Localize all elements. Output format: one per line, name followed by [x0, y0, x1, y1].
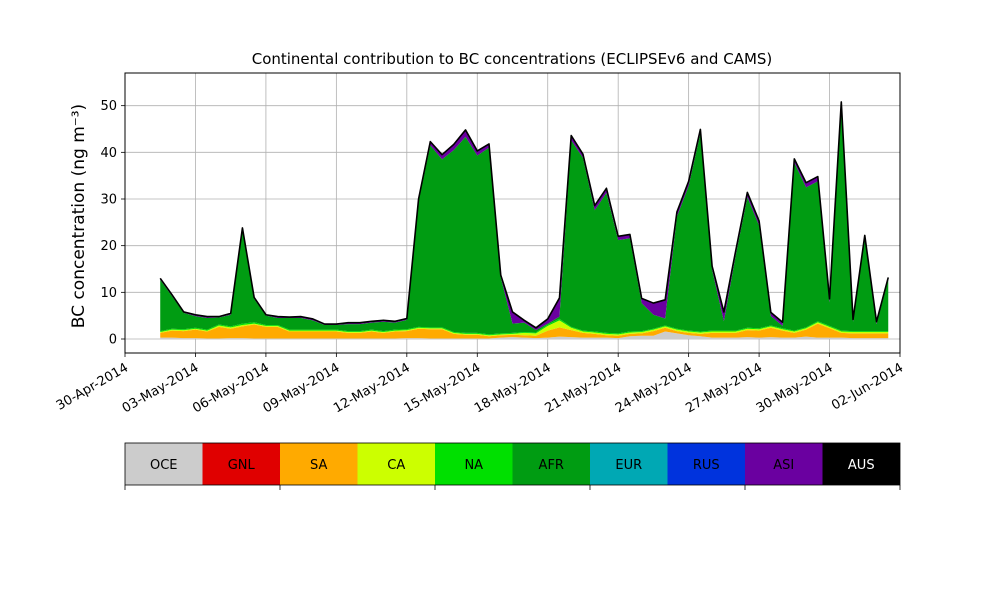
colorbar-swatch-asi — [745, 443, 823, 485]
colorbar-label-oce: OCE — [150, 458, 178, 473]
colorbar-label-asi: ASI — [773, 458, 794, 473]
y-tick-label: 50 — [100, 99, 117, 114]
area-afr — [160, 106, 889, 335]
region-colorbar: OCE GNL SA CA NA AFR EUR RUS ASI AUS — [124, 442, 901, 490]
colorbar-label-rus: RUS — [693, 458, 720, 473]
y-tick-label: 20 — [100, 239, 117, 254]
colorbar-swatch-ca — [357, 443, 435, 485]
y-axis-ticks: 0 10 20 30 40 50 — [100, 99, 125, 348]
colorbar-swatch-aus — [822, 443, 900, 485]
y-tick-label: 30 — [100, 193, 117, 208]
y-tick-label: 40 — [100, 146, 117, 161]
area-ca — [160, 320, 889, 337]
colorbar-swatch-gnl — [202, 443, 280, 485]
colorbar-label-ca: CA — [387, 458, 405, 473]
area-oce — [160, 331, 889, 339]
plot-frame — [124, 72, 901, 354]
colorbar-swatch-afr — [512, 443, 590, 485]
area-sa — [160, 323, 889, 339]
y-tick-label: 10 — [100, 286, 117, 301]
area-na — [160, 318, 889, 336]
colorbar-label-aus: AUS — [848, 458, 875, 473]
colorbar-label-sa: SA — [310, 458, 327, 473]
colorbar-swatch-na — [435, 443, 513, 485]
colorbar-swatch-eur — [590, 443, 668, 485]
y-axis-label: BC concentration (ng m⁻³) — [69, 104, 89, 328]
colorbar-label-na: NA — [464, 458, 483, 473]
chart-title: Continental contribution to BC concentra… — [252, 50, 773, 68]
colorbar-swatch-oce — [125, 443, 203, 485]
colorbar-label-eur: EUR — [615, 458, 642, 473]
total-outline — [159, 101, 890, 329]
colorbar-label-gnl: GNL — [228, 458, 256, 473]
colorbar-label-afr: AFR — [539, 458, 564, 473]
y-tick-label: 0 — [109, 333, 117, 348]
colorbar-swatch-sa — [280, 443, 358, 485]
colorbar-frame — [124, 442, 901, 486]
total-concentration-line — [159, 101, 890, 329]
colorbar-swatch-rus — [667, 443, 745, 485]
